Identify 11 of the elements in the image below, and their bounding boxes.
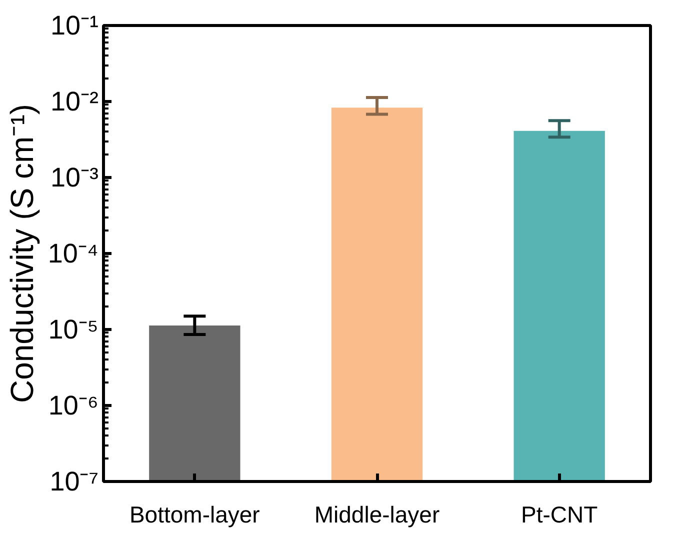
x-tick-label: Bottom-layer	[129, 502, 260, 528]
y-tick-label: 10⁻⁵	[48, 314, 99, 344]
y-axis-title: Conductivity (S cm⁻¹)	[4, 104, 40, 404]
y-tick-label: 10⁻⁶	[48, 390, 99, 420]
y-tick-label: 10⁻¹	[50, 10, 99, 40]
y-tick-label: 10⁻⁷	[50, 466, 99, 496]
x-tick-label: Pt-CNT	[521, 502, 598, 528]
x-tick-label: Middle-layer	[314, 502, 440, 528]
y-tick-label: 10⁻³	[50, 162, 99, 192]
y-tick-label: 10⁻²	[50, 86, 99, 116]
y-tick-label: 10⁻⁴	[48, 238, 99, 268]
